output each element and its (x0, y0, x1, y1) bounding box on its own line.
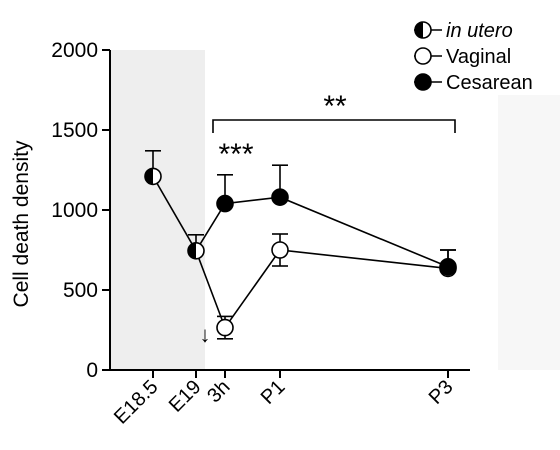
y-axis-title: Cell death density (10, 140, 33, 307)
data-points (144, 167, 457, 337)
filled-point (414, 73, 432, 91)
x-tick-label: 3h (203, 376, 234, 407)
shaded-prenatal-region (110, 50, 205, 370)
y-tick-label: 1500 (51, 119, 98, 142)
series-line (195, 249, 449, 330)
series-lines (152, 175, 449, 330)
series-line (195, 196, 449, 268)
y-tick-label: 0 (86, 359, 98, 382)
half-filled-point (187, 242, 205, 260)
axes: 0 500 1000 1500 2000 Cell death density E18.5 E… (10, 39, 470, 428)
x-tick-label: P3 (425, 376, 458, 409)
open-point (216, 318, 234, 337)
x-tick-label: E19 (165, 376, 206, 417)
point-fill (145, 168, 153, 185)
legend-label: Vaginal (446, 46, 511, 68)
significance-bracket (212, 119, 456, 133)
significance-3h: *** (218, 138, 253, 171)
x-tick-label: P1 (257, 376, 290, 409)
open-point (271, 241, 289, 259)
series-line (152, 175, 197, 252)
significance-bracket-label: ** (323, 90, 347, 123)
half-filled-point (414, 21, 432, 39)
y-tick-label: 500 (63, 279, 98, 302)
open-point (414, 47, 432, 65)
legend: in utero Vaginal Cesarean (414, 20, 533, 94)
point-fill (188, 242, 196, 259)
y-tick-label: 2000 (51, 39, 98, 62)
annotations: *****↓ (200, 90, 456, 347)
filled-point (271, 188, 289, 206)
x-tick-label: E18.5 (110, 376, 163, 429)
down-arrow-annotation: ↓ (200, 322, 211, 347)
legend-label: Cesarean (446, 72, 533, 94)
half-filled-point (144, 167, 162, 186)
filled-point (439, 257, 457, 276)
filled-point (216, 194, 234, 213)
shade-right-fade (498, 95, 560, 370)
legend-label: in utero (446, 20, 513, 42)
point-fill (415, 22, 423, 38)
y-tick-label: 1000 (51, 199, 98, 222)
